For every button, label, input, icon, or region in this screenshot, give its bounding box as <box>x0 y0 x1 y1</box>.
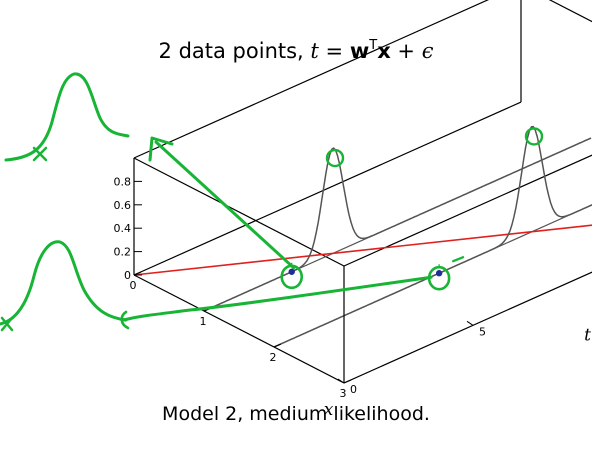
title-t-symbol: t <box>310 39 319 63</box>
sketch-cross-upper <box>32 146 48 162</box>
x-tick-label: 3 <box>340 387 347 400</box>
x-tick <box>343 379 352 384</box>
sketch-gaussian-upper <box>4 72 130 162</box>
sketch-gaussian-lower <box>0 240 128 326</box>
t-tick <box>466 320 474 326</box>
x-tick <box>273 343 282 348</box>
box-back-edge <box>133 0 490 159</box>
z-tick-label: 0 <box>124 269 131 282</box>
t-tick-label: 5 <box>479 325 486 338</box>
sketch-dash <box>452 256 465 263</box>
sketch-cross-lower <box>0 316 14 332</box>
title-plus: + <box>390 39 422 63</box>
x-tick-label: 1 <box>200 315 207 328</box>
x-tick <box>133 271 142 276</box>
x-tick-label: 0 <box>130 279 137 292</box>
sketch-link-lower <box>122 275 433 322</box>
sketch-arrow-head <box>148 136 174 162</box>
box-back-edge <box>133 101 522 276</box>
data-point <box>288 268 295 275</box>
z-tick-label: 0.8 <box>114 175 132 188</box>
z-tick-label: 0.6 <box>114 199 132 212</box>
title-equals: = <box>318 39 350 63</box>
box-front-edge <box>343 271 592 384</box>
regression-line <box>133 224 592 276</box>
sketch-circle-peak <box>524 127 544 146</box>
box-back-edge <box>133 157 345 267</box>
box-front-edge <box>133 274 345 384</box>
z-tick-label: 0.4 <box>114 222 132 235</box>
title-text: 2 data points, <box>158 39 311 63</box>
title-epsilon-symbol: ϵ <box>421 39 434 63</box>
sketch-circle-peak <box>325 148 345 168</box>
x-axis-label: x <box>324 400 334 420</box>
gaussian-curve <box>203 137 592 312</box>
t-tick <box>337 378 345 384</box>
t-tick-label: 0 <box>350 383 357 396</box>
t-axis-label: t <box>584 326 591 346</box>
title-transpose: T <box>369 38 378 53</box>
data-point <box>435 270 443 277</box>
sketch-bracket-lower <box>120 310 130 330</box>
box-back-edge <box>343 154 592 267</box>
x-tick-label: 2 <box>270 351 277 364</box>
sketch-circle-point <box>280 264 304 290</box>
box-back-edge <box>548 0 592 23</box>
gaussian-curve <box>273 125 592 348</box>
z-tick-label: 0.2 <box>114 246 132 259</box>
sketch-arrow-line <box>154 140 296 270</box>
title-w-symbol: w <box>349 39 370 63</box>
chart-title: 2 data points, t = wTx + ϵ <box>0 38 592 63</box>
chart-caption: Model 2, medium likelihood. <box>162 403 430 425</box>
